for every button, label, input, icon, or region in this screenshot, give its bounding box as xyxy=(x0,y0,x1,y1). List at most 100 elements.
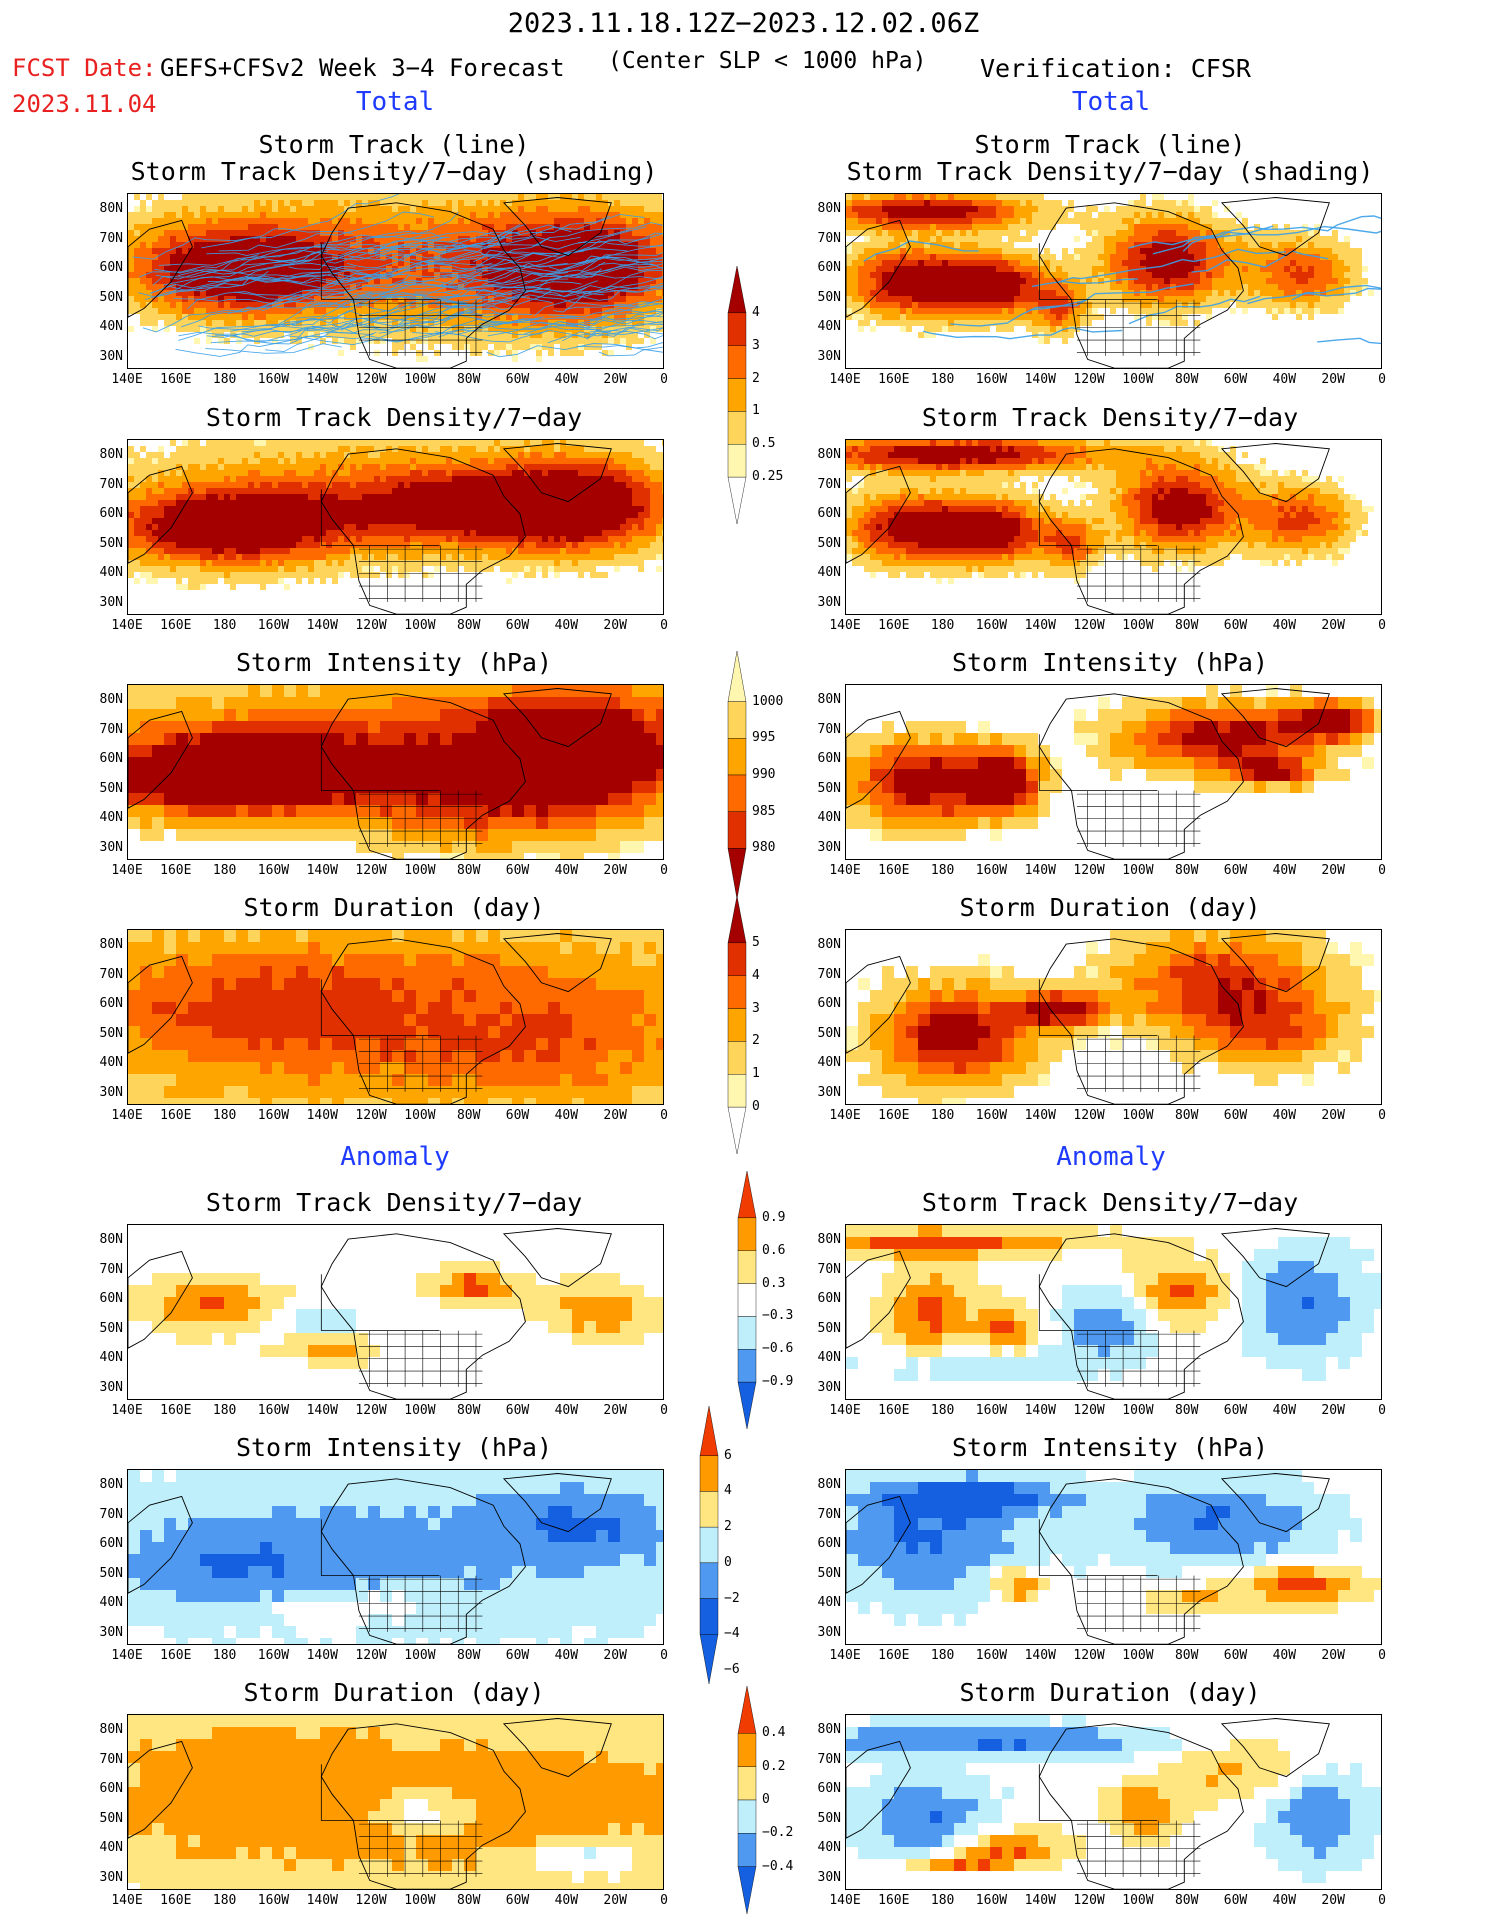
lon-tick-label: 60W xyxy=(1223,372,1248,387)
lon-tick-label: 100W xyxy=(404,1648,436,1663)
lat-tick-label: 70N xyxy=(99,1261,123,1277)
shading-layer xyxy=(128,1715,663,1889)
lon-tick-label: 60W xyxy=(505,1403,530,1418)
lat-tick-label: 40N xyxy=(99,810,123,825)
lon-tick-label: 80W xyxy=(1174,1108,1199,1123)
lon-tick-label: 160W xyxy=(975,618,1008,633)
colorbar-segment xyxy=(727,1106,747,1155)
lat-tick-label: 70N xyxy=(99,230,123,246)
lat-tick-label: 80N xyxy=(817,1722,841,1737)
lon-tick-label: 140W xyxy=(1024,1403,1056,1418)
lat-tick-label: 30N xyxy=(99,1624,123,1640)
lon-tick-label: 120W xyxy=(355,1108,387,1123)
colorbar-label: 980 xyxy=(752,840,776,856)
lat-tick-label: 40N xyxy=(99,1350,123,1365)
lon-tick-label: 120W xyxy=(355,1893,387,1908)
lon-tick-label: 140W xyxy=(306,863,338,878)
map-density-anom-forecast xyxy=(127,1224,664,1400)
lat-tick-label: 30N xyxy=(99,839,123,855)
coastlines xyxy=(846,1228,1330,1399)
lon-tick-label: 40W xyxy=(554,618,579,633)
lon-tick-label: 160W xyxy=(975,372,1008,387)
valid-period: 2023.11.18.12Z−2023.12.02.06Z xyxy=(507,8,980,39)
section-anomaly-right: Anomaly xyxy=(1056,1142,1166,1172)
colorbar-label: 2 xyxy=(752,1033,760,1049)
lat-tick-label: 70N xyxy=(817,721,841,737)
lat-tick-label: 40N xyxy=(817,1840,841,1855)
colorbar-label: −0.3 xyxy=(762,1308,794,1324)
verification: Verification: CFSR xyxy=(980,54,1251,83)
colorbar-segment xyxy=(737,1217,757,1251)
lat-tick-label: 80N xyxy=(99,937,123,952)
colorbar-label: 2 xyxy=(724,1519,732,1535)
colorbar-segment xyxy=(699,1598,719,1635)
colorbar-segment xyxy=(727,1074,747,1108)
map-canvas xyxy=(846,1715,1381,1889)
lon-tick-label: 20W xyxy=(603,372,627,387)
lon-tick-label: 20W xyxy=(1321,1648,1345,1663)
lon-tick-label: 60W xyxy=(1223,1893,1248,1908)
lon-tick-label: 80W xyxy=(456,1648,481,1663)
lon-tick-label: 0 xyxy=(1378,372,1386,387)
lon-tick-label: 120W xyxy=(355,372,387,387)
title-duration-anom-left: Storm Duration (day) xyxy=(243,1678,545,1707)
lat-tick-label: 80N xyxy=(99,1477,123,1492)
shading-layer xyxy=(846,930,1381,1104)
lat-tick-label: 70N xyxy=(99,1506,123,1522)
colorbar-label: −4 xyxy=(724,1626,740,1642)
shading-layer xyxy=(128,1470,663,1644)
lon-tick-label: 80W xyxy=(1174,1403,1199,1418)
lat-tick-label: 50N xyxy=(99,1810,123,1826)
shading-layer xyxy=(128,1261,663,1369)
lon-tick-label: 20W xyxy=(603,1648,627,1663)
lat-tick-label: 80N xyxy=(817,1232,841,1247)
lon-tick-label: 180 xyxy=(212,372,237,387)
lon-tick-label: 180 xyxy=(212,1108,237,1123)
lat-tick-label: 70N xyxy=(817,476,841,492)
lon-tick-label: 40W xyxy=(1272,372,1297,387)
map-canvas xyxy=(846,194,1381,368)
colorbar-segment xyxy=(699,1455,719,1492)
lat-tick-label: 70N xyxy=(99,476,123,492)
lon-tick-label: 40W xyxy=(1272,1648,1297,1663)
lon-tick-label: 160E xyxy=(160,618,192,633)
lon-tick-label: 20W xyxy=(1321,1893,1345,1908)
colorbar-segment xyxy=(727,650,747,702)
colorbar-segment xyxy=(737,1316,757,1350)
map-intensity-anom-verification xyxy=(845,1469,1382,1645)
colorbar-label: 2 xyxy=(752,370,760,386)
lon-tick-label: 40W xyxy=(1272,1108,1297,1123)
colorbar-segment xyxy=(737,1381,757,1430)
lon-tick-label: 140W xyxy=(306,372,338,387)
lon-tick-label: 100W xyxy=(1122,863,1154,878)
lon-tick-label: 0 xyxy=(1378,618,1386,633)
lon-tick-label: 0 xyxy=(1378,1893,1386,1908)
lat-tick-label: 80N xyxy=(817,447,841,462)
shading-layer xyxy=(128,440,663,590)
lat-tick-label: 60N xyxy=(99,506,123,521)
colorbar-segment xyxy=(727,895,747,944)
title-intensity-anom-left: Storm Intensity (hPa) xyxy=(235,1433,553,1462)
colorbar-label: 1 xyxy=(752,1066,760,1082)
lat-tick-label: 60N xyxy=(99,996,123,1011)
lon-tick-label: 100W xyxy=(404,372,436,387)
lon-tick-label: 160E xyxy=(160,372,192,387)
lon-tick-label: 140E xyxy=(829,1403,861,1418)
lat-tick-label: 30N xyxy=(817,1084,841,1100)
lon-tick-label: 160E xyxy=(160,1648,192,1663)
colorbar-segment xyxy=(699,1526,719,1564)
lon-tick-label: 0 xyxy=(660,1403,668,1418)
colorbar-segment xyxy=(727,312,747,346)
lat-tick-label: 30N xyxy=(99,348,123,364)
colorbar-density-anom xyxy=(737,1170,757,1430)
lon-tick-label: 20W xyxy=(603,863,627,878)
lon-tick-label: 20W xyxy=(603,1893,627,1908)
lat-tick-label: 80N xyxy=(817,201,841,216)
colorbar-label: 0.2 xyxy=(762,1758,786,1774)
lat-tick-label: 70N xyxy=(817,1751,841,1767)
lon-tick-label: 40W xyxy=(554,372,579,387)
lon-tick-label: 100W xyxy=(1122,618,1154,633)
map-canvas xyxy=(846,1225,1381,1399)
lon-tick-label: 160E xyxy=(878,863,910,878)
